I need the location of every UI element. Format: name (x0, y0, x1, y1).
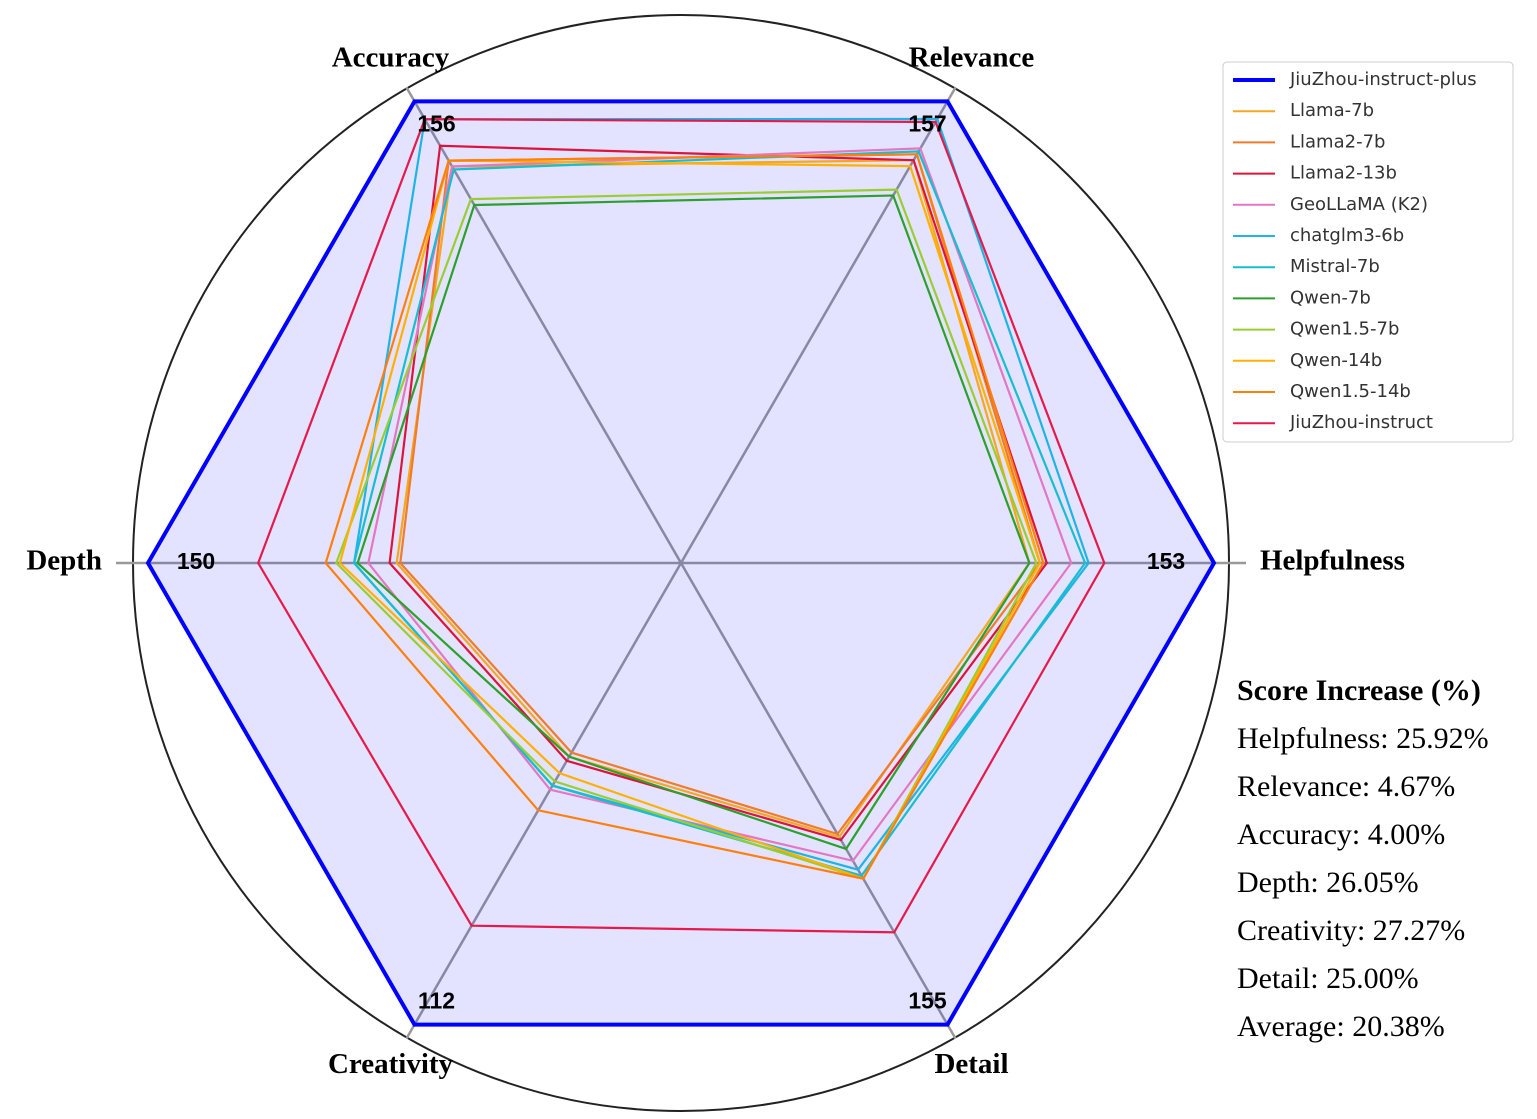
legend-label: Mistral-7b (1290, 256, 1380, 277)
annotation-line: Helpfulness: 25.92% (1237, 722, 1489, 755)
series-line (356, 194, 1031, 851)
legend-label: Qwen1.5-7b (1290, 319, 1399, 340)
annotation-line: Depth: 26.05% (1237, 866, 1419, 899)
annotation-line: Average: 20.38% (1237, 1010, 1445, 1043)
series-line (367, 147, 1073, 863)
legend-label: chatglm3-6b (1290, 225, 1404, 246)
annotation-line: Creativity: 27.27% (1237, 914, 1465, 947)
annotation-line: Relevance: 4.67% (1237, 770, 1455, 803)
axis-label: Accuracy (332, 42, 450, 74)
legend-label: Qwen-14b (1290, 350, 1382, 371)
legend-box (1222, 61, 1514, 443)
spoke (679, 562, 957, 1040)
legend-label: JiuZhou-instruct (1289, 412, 1433, 433)
annotation: Score Increase (%) Helpfulness: 25.92% Re… (1237, 674, 1489, 1043)
legend-label: Qwen1.5-14b (1290, 381, 1411, 402)
max-value-label: 157 (908, 110, 946, 136)
legend-label: Llama2-13b (1290, 163, 1397, 184)
max-value-label: 153 (1147, 548, 1185, 574)
annotation-line: Accuracy: 4.00% (1237, 818, 1445, 851)
max-value-label: 112 (418, 988, 455, 1014)
annotation-title: Score Increase (%) (1237, 674, 1481, 707)
axis-label: Detail (934, 1048, 1008, 1080)
legend-label: Qwen-7b (1290, 287, 1371, 308)
legend-label: Llama2-7b (1290, 131, 1385, 152)
max-value-label: 155 (908, 988, 947, 1014)
highlight-polygon (145, 99, 1217, 1027)
spoke (405, 562, 683, 1040)
axis-label: Depth (26, 545, 102, 577)
series-line (388, 144, 1049, 842)
axis-label: Creativity (328, 1048, 454, 1080)
legend-label: JiuZhou-instruct-plus (1289, 69, 1477, 90)
series-line (352, 150, 1087, 877)
max-value-label: 156 (417, 110, 455, 136)
legend-label: GeoLLaMA (K2) (1290, 194, 1428, 215)
legend: JiuZhou-instruct-plus Llama-7b Llama2-7b Ll… (1233, 69, 1477, 433)
max-value-label: 150 (177, 548, 215, 574)
legend-label: Llama-7b (1290, 100, 1374, 121)
annotation-line: Detail: 25.00% (1237, 962, 1419, 995)
axis-label: Relevance (909, 42, 1035, 74)
axis-label: Helpfulness (1260, 545, 1405, 577)
series-line (256, 118, 1106, 934)
plot-area (145, 99, 1217, 1027)
series-line (324, 153, 1045, 880)
